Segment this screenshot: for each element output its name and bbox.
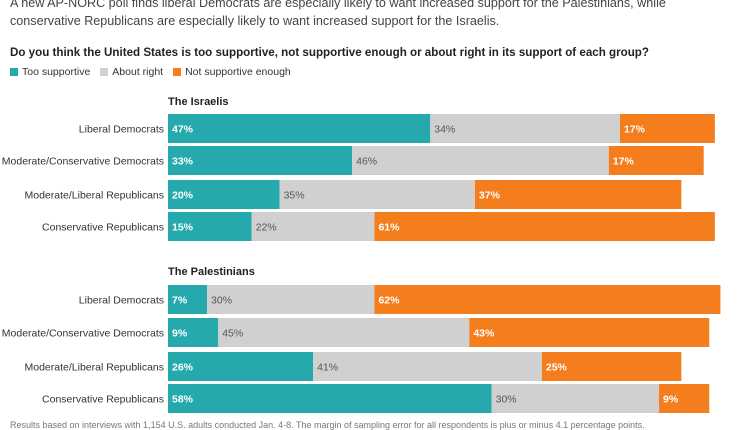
data-label: 33%: [172, 156, 194, 168]
data-label: 17%: [613, 156, 635, 168]
bar-segment-too-supportive: [168, 352, 314, 381]
legend: Too supportive About right Not supportiv…: [10, 65, 301, 79]
footnote: Results based on interviews with 1,154 U…: [10, 420, 645, 430]
data-label: 17%: [624, 124, 646, 136]
bar-segment-too-supportive: [168, 285, 208, 314]
bar-segment-about-right: [430, 114, 620, 143]
data-label: 45%: [222, 328, 243, 340]
bar-segment-not-supportive-enough: [541, 352, 682, 381]
bar-segment-too-supportive: [168, 146, 353, 175]
data-label: 58%: [172, 394, 194, 406]
bar-segment-about-right: [279, 180, 475, 209]
row-label: Moderate/Liberal Republicans: [25, 362, 165, 374]
data-label: 37%: [479, 190, 501, 202]
row-label: Moderate/Conservative Democrats: [2, 328, 164, 340]
row-label: Liberal Democrats: [79, 295, 164, 307]
row-label: Liberal Democrats: [79, 124, 164, 136]
row-label: Conservative Republicans: [42, 222, 164, 234]
data-label: 62%: [378, 295, 400, 307]
bar-segment-too-supportive: [168, 180, 280, 209]
legend-swatch: [10, 68, 18, 76]
bar-segment-about-right: [207, 285, 375, 314]
legend-item-not-supportive-enough: Not supportive enough: [173, 66, 291, 78]
bar-segment-too-supportive: [168, 384, 492, 413]
question-text: Do you think the United States is too su…: [10, 46, 649, 59]
bar-segment-not-supportive-enough: [474, 180, 682, 209]
legend-swatch: [173, 68, 182, 76]
data-label: 47%: [172, 124, 194, 136]
legend-swatch: [100, 68, 109, 76]
intro-text: A new AP-NORC poll finds liberal Democra…: [10, 0, 666, 28]
bar-segment-too-supportive: [168, 318, 219, 347]
legend-label: Not supportive enough: [185, 66, 291, 78]
bar-segment-about-right: [352, 146, 609, 175]
group-title: The Israelis: [168, 96, 229, 108]
data-label: 46%: [356, 156, 377, 168]
bar-segment-too-supportive: [168, 114, 431, 143]
data-label: 25%: [546, 362, 568, 374]
data-label: 41%: [317, 362, 338, 374]
bar-segment-about-right: [251, 212, 375, 241]
data-label: 34%: [434, 124, 455, 136]
bar-segment-not-supportive-enough: [469, 318, 710, 347]
bar-segment-not-supportive-enough: [374, 212, 715, 241]
bar-segment-too-supportive: [168, 212, 252, 241]
data-label: 35%: [284, 190, 305, 202]
data-label: 7%: [172, 295, 188, 307]
data-label: 15%: [172, 222, 194, 234]
data-label: 43%: [473, 328, 495, 340]
bar-segment-not-supportive-enough: [374, 285, 721, 314]
row-label: Conservative Republicans: [42, 394, 164, 406]
data-label: 61%: [378, 222, 400, 234]
legend-item-too-supportive: Too supportive: [10, 66, 90, 78]
legend-label: About right: [112, 66, 164, 78]
legend-item-about-right: About right: [100, 66, 163, 78]
row-label: Moderate/Conservative Democrats: [2, 156, 164, 168]
data-label: 9%: [172, 328, 188, 340]
bar-segment-not-supportive-enough: [659, 384, 710, 413]
data-label: 9%: [663, 394, 679, 406]
row-label: Moderate/Liberal Republicans: [25, 190, 165, 202]
data-label: 26%: [172, 362, 194, 374]
bar-segment-about-right: [313, 352, 542, 381]
data-label: 30%: [211, 295, 232, 307]
group-title: The Palestinians: [168, 266, 255, 278]
data-label: 30%: [496, 394, 517, 406]
data-label: 22%: [256, 222, 277, 234]
bar-segment-not-supportive-enough: [608, 146, 704, 175]
bar-segment-about-right: [218, 318, 470, 347]
data-label: 20%: [172, 190, 194, 202]
bar-segment-not-supportive-enough: [619, 114, 715, 143]
bar-segment-about-right: [491, 384, 660, 413]
legend-label: Too supportive: [22, 66, 91, 78]
